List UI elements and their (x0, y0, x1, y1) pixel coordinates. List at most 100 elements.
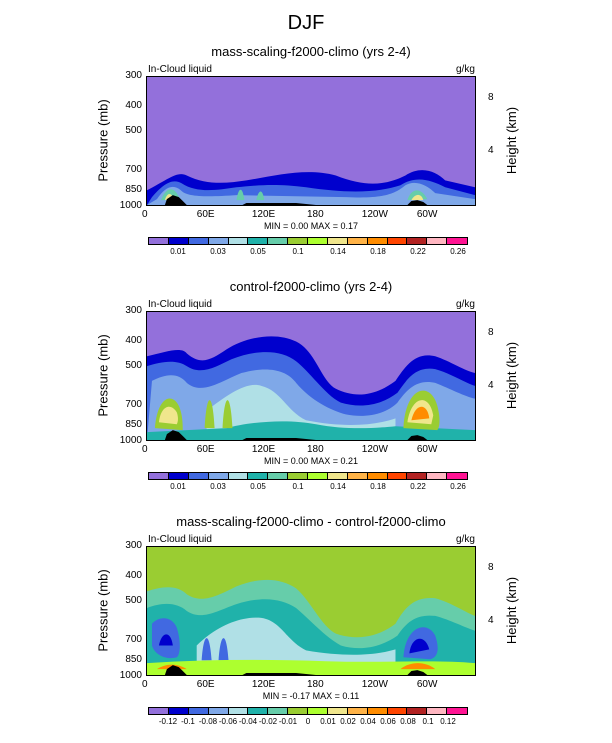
min-value: 0.00 (288, 221, 311, 231)
colorbar (148, 237, 468, 245)
y-tick-label: 400 (125, 569, 142, 581)
colorbar-label: 0.05 (250, 482, 266, 491)
colorbar-label: 0.14 (330, 247, 346, 256)
panel-title: control-f2000-climo (yrs 2-4) (229, 279, 393, 294)
y-tick-label: 700 (125, 398, 142, 410)
panel-title: mass-scaling-f2000-climo (yrs 2-4) (211, 44, 411, 59)
colorbar-swatch (308, 708, 328, 714)
y-tick-label: 500 (125, 124, 142, 136)
colorbar-label: 0.26 (450, 482, 466, 491)
colorbar-swatch (447, 473, 467, 479)
colorbar-swatch (447, 708, 467, 714)
contour-level-7 (411, 406, 430, 421)
y-tick-label: 400 (125, 334, 142, 346)
colorbar-swatch (228, 708, 249, 714)
colorbar-swatch (188, 708, 209, 714)
y2-axis-label: Height (km) (504, 341, 520, 410)
max-value: 0.11 (339, 691, 360, 701)
colorbar-swatch (347, 238, 368, 244)
y2-tick-label: 4 (488, 380, 494, 392)
x-tick-label: 120E (251, 444, 276, 455)
y2-tick-label: 8 (488, 327, 494, 339)
colorbar (148, 707, 468, 715)
colorbar-swatch (367, 238, 388, 244)
colorbar-swatch (188, 473, 209, 479)
y2-axis-label: Height (km) (504, 106, 520, 175)
colorbar-swatch (347, 473, 368, 479)
contour-level-5 (154, 390, 440, 431)
contour-plot (146, 311, 476, 441)
colorbar-label: 0.26 (450, 247, 466, 256)
colorbar-swatch (308, 473, 328, 479)
contour-field (147, 77, 475, 205)
colorbar-label: 0.22 (410, 247, 426, 256)
colorbar-swatch (208, 708, 229, 714)
y-tick-label: 700 (125, 633, 142, 645)
x-tick-label: 120W (361, 209, 388, 220)
y-axis-label: Pressure (mb) (95, 569, 111, 652)
colorbar-swatch (149, 473, 169, 479)
colorbar-swatch (407, 708, 428, 714)
contour-level-3 (151, 618, 438, 661)
colorbar-swatch (347, 708, 368, 714)
colorbar (148, 472, 468, 480)
contour-level-2 (196, 617, 396, 664)
contour-level-6 (156, 663, 436, 670)
colorbar-label: 0.01 (170, 482, 186, 491)
y2-axis-label: Height (km) (504, 576, 520, 645)
colorbar-swatch (308, 238, 328, 244)
colorbar-swatch (387, 473, 408, 479)
x-tick-label: 120W (361, 679, 388, 690)
x-tick-label: 60E (196, 209, 215, 220)
x-tick-label: 0 (142, 209, 148, 220)
colorbar-swatch (168, 238, 189, 244)
y-tick-label: 700 (125, 163, 142, 175)
min-value: -0.17 (287, 691, 313, 701)
max-label: MAX = (312, 691, 340, 701)
colorbar-label: 0.1 (292, 247, 304, 256)
colorbar-label: 0.1 (422, 717, 434, 726)
colorbar-swatch (168, 708, 189, 714)
min-max-label: MIN = 0.00 MAX = 0.17 (146, 221, 476, 231)
colorbar-label: 0.03 (210, 247, 226, 256)
colorbar-swatch (228, 473, 249, 479)
colorbar-label: 0 (305, 717, 311, 726)
x-tick-label: 60W (416, 209, 438, 220)
colorbar-label: -0.04 (238, 717, 258, 726)
x-tick-label: 120E (251, 209, 276, 220)
y-tick-label: 500 (125, 594, 142, 606)
panel-title: mass-scaling-f2000-climo - control-f2000… (176, 514, 446, 529)
colorbar-label: 0.18 (370, 247, 386, 256)
max-label: MAX = (310, 221, 339, 231)
colorbar-swatch (427, 238, 448, 244)
contour-level-4 (147, 421, 475, 440)
colorbar-swatch (288, 473, 308, 479)
max-value: 0.21 (338, 456, 359, 466)
colorbar-swatch (327, 238, 348, 244)
y-tick-label: 1000 (119, 435, 142, 446)
min-max-label: MIN = 0.00 MAX = 0.21 (146, 456, 476, 466)
contour-level-5 (147, 659, 475, 675)
y-axis-label: Pressure (mb) (95, 334, 111, 417)
colorbar-swatch (228, 238, 249, 244)
y-tick-label: 500 (125, 359, 142, 371)
colorbar-label: 0.14 (330, 482, 346, 491)
x-tick-label: 60W (416, 679, 438, 690)
colorbar-label: 0.06 (380, 717, 396, 726)
colorbar-swatch (168, 473, 189, 479)
y2-tick-label: 8 (488, 562, 494, 574)
contour-plot (146, 76, 476, 206)
contour-plot (146, 546, 476, 676)
y-tick-label: 1000 (119, 670, 142, 681)
x-tick-label: 60W (416, 444, 438, 455)
y-tick-label: 300 (125, 305, 142, 316)
colorbar-label: 0.02 (340, 717, 356, 726)
min-label: MIN = (262, 691, 288, 701)
colorbar-swatch (248, 473, 269, 479)
colorbar-label: 0.08 (400, 717, 416, 726)
colorbar-label: -0.08 (198, 717, 218, 726)
colorbar-swatch (407, 473, 428, 479)
colorbar-label: -0.12 (158, 717, 178, 726)
colorbar-swatch (327, 708, 348, 714)
colorbar-label: 0.12 (440, 717, 456, 726)
